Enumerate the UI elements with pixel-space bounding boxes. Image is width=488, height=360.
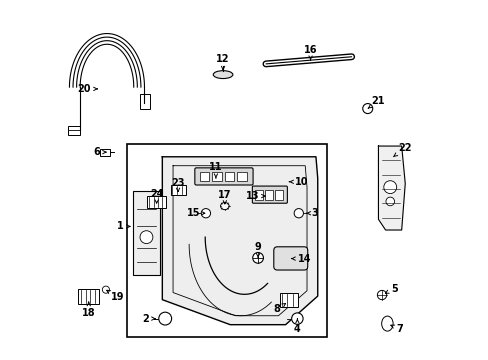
Bar [237, 172, 246, 181]
Text: 22: 22 [393, 143, 411, 157]
Bar [67, 126, 80, 135]
Text: 23: 23 [171, 178, 184, 192]
Circle shape [383, 181, 396, 194]
Bar [133, 191, 160, 275]
Text: 6: 6 [93, 147, 106, 157]
Circle shape [159, 312, 171, 325]
Text: 9: 9 [254, 242, 261, 258]
Text: 12: 12 [216, 54, 229, 70]
FancyBboxPatch shape [252, 186, 287, 203]
Text: 24: 24 [149, 189, 163, 203]
Text: 17: 17 [218, 190, 231, 204]
Bar [275, 190, 283, 200]
Circle shape [362, 104, 372, 113]
Text: 15: 15 [186, 208, 204, 218]
Bar [212, 172, 221, 181]
Text: 2: 2 [142, 314, 155, 324]
Bar [100, 149, 110, 156]
Text: 21: 21 [367, 96, 384, 108]
Polygon shape [162, 157, 317, 325]
Bar [126, 144, 326, 337]
Text: 3: 3 [305, 208, 318, 218]
Bar [200, 172, 209, 181]
Text: 13: 13 [245, 191, 264, 201]
Bar [170, 185, 185, 195]
Bar [147, 197, 165, 208]
Circle shape [294, 208, 303, 218]
Bar [279, 293, 298, 307]
Text: 20: 20 [78, 84, 97, 94]
Circle shape [201, 208, 210, 218]
Text: 18: 18 [82, 302, 95, 318]
Circle shape [102, 286, 109, 293]
Polygon shape [378, 146, 405, 230]
Bar [264, 190, 272, 200]
Ellipse shape [220, 203, 229, 210]
Ellipse shape [381, 316, 392, 331]
Text: 19: 19 [106, 290, 124, 302]
Text: 10: 10 [289, 177, 308, 187]
Text: 16: 16 [303, 45, 317, 60]
Circle shape [377, 291, 386, 300]
Text: 4: 4 [293, 319, 300, 334]
FancyBboxPatch shape [194, 168, 253, 185]
Text: 8: 8 [273, 303, 285, 314]
Text: 5: 5 [385, 284, 397, 294]
Circle shape [385, 197, 394, 206]
Ellipse shape [213, 71, 232, 78]
Circle shape [140, 231, 153, 244]
Bar [255, 190, 263, 200]
Text: 11: 11 [209, 162, 222, 178]
Text: 1: 1 [117, 221, 130, 231]
Bar [140, 94, 150, 109]
Text: 14: 14 [291, 253, 311, 264]
Circle shape [291, 313, 303, 324]
Circle shape [252, 252, 263, 263]
Text: 7: 7 [390, 324, 403, 334]
FancyBboxPatch shape [273, 247, 307, 270]
Bar [78, 289, 99, 304]
Bar [224, 172, 234, 181]
